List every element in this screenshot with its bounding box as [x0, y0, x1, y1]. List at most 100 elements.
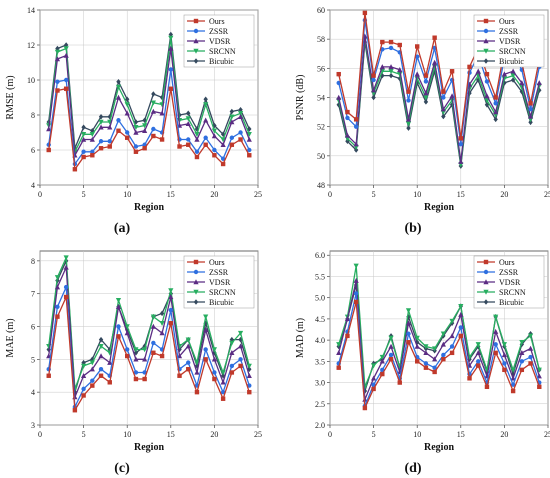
data-point	[98, 353, 104, 359]
data-point	[423, 99, 429, 105]
data-point	[501, 352, 507, 358]
data-point	[89, 366, 95, 372]
data-point	[116, 334, 121, 339]
data-point	[168, 288, 174, 294]
y-axis-label: PSNR (dB)	[295, 75, 306, 121]
data-point	[247, 383, 252, 388]
data-point	[186, 110, 191, 117]
x-tick-label: 0	[38, 190, 42, 199]
data-point	[168, 307, 173, 313]
data-point	[246, 372, 252, 378]
data-point	[238, 106, 243, 113]
data-point	[98, 113, 104, 120]
data-point	[177, 373, 182, 378]
data-point	[229, 370, 235, 375]
legend-label: VDSR	[499, 37, 521, 46]
data-point	[89, 132, 95, 138]
data-point	[388, 45, 394, 51]
legend-label: VDSR	[209, 278, 231, 287]
series-line	[48, 34, 250, 149]
data-point	[81, 393, 86, 398]
series-srcnn	[46, 255, 252, 392]
data-point	[238, 357, 243, 362]
data-point	[379, 354, 385, 360]
data-point	[415, 359, 420, 364]
data-point	[527, 333, 534, 339]
data-point	[527, 113, 534, 119]
data-point	[55, 79, 60, 84]
y-tick-label: 56	[317, 64, 325, 73]
data-point	[142, 123, 148, 129]
y-tick-label: 60	[317, 6, 325, 15]
data-point	[397, 71, 403, 77]
data-point	[203, 326, 209, 332]
data-point	[125, 353, 130, 359]
data-point	[151, 126, 156, 132]
data-point	[159, 137, 165, 142]
series-vdsr	[46, 264, 252, 400]
data-point	[46, 373, 51, 378]
data-point	[142, 146, 147, 151]
data-point	[246, 132, 252, 138]
data-point	[150, 108, 156, 114]
legend-label: Bicubic	[209, 57, 234, 66]
y-tick-label: 6.0	[315, 251, 325, 260]
data-point	[380, 39, 385, 45]
data-point	[125, 96, 130, 103]
data-point	[336, 350, 342, 356]
x-tick-label: 0	[38, 430, 42, 439]
x-tick-label: 10	[123, 190, 131, 199]
data-point	[229, 340, 235, 346]
data-point	[90, 153, 95, 158]
data-point	[133, 129, 139, 135]
x-axis-label: Region	[134, 202, 164, 213]
data-point	[528, 119, 533, 126]
data-point	[212, 147, 217, 153]
data-point	[229, 142, 235, 147]
data-point	[458, 158, 464, 164]
data-point	[371, 375, 377, 381]
data-point	[194, 132, 200, 138]
data-point	[55, 314, 60, 319]
data-point	[519, 359, 525, 364]
data-point	[63, 86, 69, 91]
y-axis-label: MAE (m)	[5, 318, 16, 357]
data-point	[247, 126, 252, 132]
data-point	[194, 154, 200, 160]
data-point	[81, 363, 87, 369]
x-tick-label: 20	[210, 190, 218, 199]
data-point	[220, 396, 226, 401]
data-point	[353, 117, 359, 122]
data-point	[203, 357, 208, 362]
series-line	[338, 265, 540, 388]
data-point	[510, 68, 516, 74]
data-point	[229, 135, 235, 140]
data-point	[238, 130, 243, 135]
data-point	[432, 59, 438, 65]
data-point	[125, 347, 130, 352]
data-point	[406, 125, 411, 131]
y-axis-label: RMSE (m)	[5, 75, 16, 119]
data-point	[168, 67, 173, 72]
data-point	[194, 149, 200, 154]
data-point	[247, 366, 252, 372]
panel-label: (a)	[114, 221, 131, 236]
data-point	[432, 346, 438, 352]
data-point	[220, 141, 226, 147]
data-point	[107, 359, 113, 365]
data-point	[72, 167, 78, 172]
data-point	[537, 384, 542, 390]
data-point	[493, 95, 498, 100]
data-point	[388, 343, 394, 349]
data-point	[133, 125, 139, 131]
data-point	[519, 340, 525, 346]
data-point	[449, 350, 455, 356]
x-tick-label: 5	[372, 430, 376, 439]
x-tick-label: 0	[328, 430, 332, 439]
data-point	[98, 146, 104, 151]
data-point	[185, 343, 191, 349]
data-point	[81, 386, 86, 392]
data-point	[229, 114, 235, 120]
data-point	[519, 367, 525, 373]
